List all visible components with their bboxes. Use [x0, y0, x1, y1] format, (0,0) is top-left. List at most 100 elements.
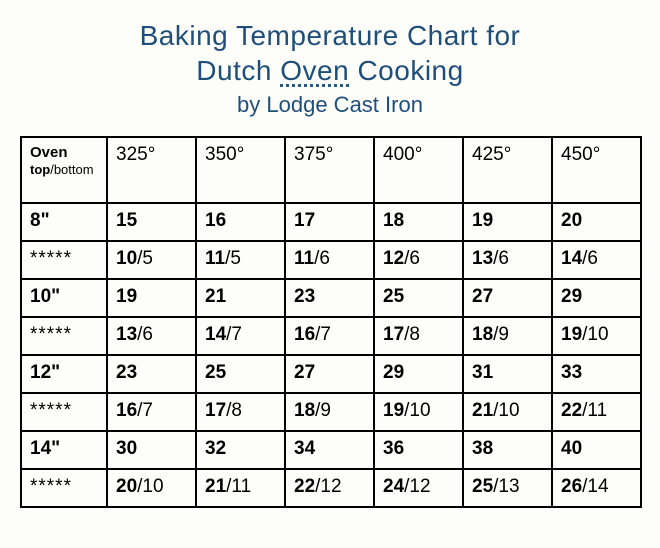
cell-bold: 16 — [205, 210, 226, 231]
cell-bold: 21 — [205, 476, 226, 497]
row-label-size: 10" — [21, 279, 107, 317]
cell-bold: 27 — [294, 362, 315, 383]
cell-normal: /6 — [582, 248, 598, 269]
data-cell: 36 — [374, 431, 463, 469]
cell-bold: 17 — [294, 210, 315, 231]
header-bottom-label: /bottom — [50, 162, 93, 177]
data-cell: 17 — [285, 203, 374, 241]
title-line-2: Dutch Oven Cooking — [0, 53, 660, 88]
header-topbottom: top/bottom — [30, 162, 94, 177]
cell-bold: 38 — [472, 438, 493, 459]
data-cell: 23 — [107, 355, 196, 393]
cell-bold: 19 — [383, 400, 404, 421]
cell-normal: /14 — [582, 476, 608, 497]
cell-normal: /7 — [137, 400, 153, 421]
data-cell: 27 — [285, 355, 374, 393]
data-cell: 21 — [196, 279, 285, 317]
table-row: 12"232527293133 — [21, 355, 641, 393]
cell-normal: /8 — [226, 400, 242, 421]
header-cell-temp: 425° — [463, 137, 552, 203]
data-cell: 11/6 — [285, 241, 374, 279]
cell-bold: 23 — [116, 362, 137, 383]
cell-normal: /6 — [314, 248, 330, 269]
title-text: for — [486, 20, 520, 51]
cell-normal: /10 — [137, 476, 163, 497]
cell-normal: /9 — [493, 324, 509, 345]
cell-bold: 22 — [294, 476, 315, 497]
header-cell-temp: 325° — [107, 137, 196, 203]
data-cell: 31 — [463, 355, 552, 393]
row-label-size: 14" — [21, 431, 107, 469]
cell-normal: /6 — [404, 248, 420, 269]
data-cell: 24/12 — [374, 469, 463, 507]
cell-normal: /10 — [404, 400, 430, 421]
data-cell: 18/9 — [285, 393, 374, 431]
data-cell: 21/11 — [196, 469, 285, 507]
cell-normal: /11 — [582, 400, 607, 421]
data-cell: 16/7 — [107, 393, 196, 431]
cell-bold: 11 — [294, 248, 314, 269]
cell-bold: 20 — [561, 210, 582, 231]
cell-normal: /11 — [226, 476, 251, 497]
data-cell: 17/8 — [374, 317, 463, 355]
table-wrap: Oven top/bottom 325° 350° 375° 400° 425°… — [20, 136, 640, 508]
cell-bold: 17 — [383, 324, 404, 345]
cell-bold: 30 — [116, 438, 137, 459]
data-cell: 18/9 — [463, 317, 552, 355]
data-cell: 30 — [107, 431, 196, 469]
data-cell: 11/5 — [196, 241, 285, 279]
cell-bold: 40 — [561, 438, 582, 459]
cell-bold: 21 — [472, 400, 493, 421]
data-cell: 15 — [107, 203, 196, 241]
table-row: 14"303234363840 — [21, 431, 641, 469]
cell-bold: 21 — [205, 286, 226, 307]
data-cell: 22/12 — [285, 469, 374, 507]
cell-normal: /5 — [225, 248, 241, 269]
title-line-1: Baking Temperature Chart for — [0, 18, 660, 53]
data-cell: 23 — [285, 279, 374, 317]
cell-bold: 33 — [561, 362, 582, 383]
cell-bold: 13 — [472, 248, 493, 269]
data-cell: 10/5 — [107, 241, 196, 279]
data-cell: 27 — [463, 279, 552, 317]
cell-normal: /7 — [226, 324, 242, 345]
cell-bold: 14 — [205, 324, 226, 345]
cell-bold: 14 — [561, 248, 582, 269]
row-label-stars: ***** — [21, 241, 107, 279]
data-cell: 25/13 — [463, 469, 552, 507]
data-cell: 19/10 — [374, 393, 463, 431]
cell-bold: 17 — [205, 400, 226, 421]
table-row: *****20/1021/1122/1224/1225/1326/14 — [21, 469, 641, 507]
cell-bold: 19 — [116, 286, 137, 307]
page-root: Baking Temperature Chart for Dutch Oven … — [0, 0, 660, 548]
data-cell: 22/11 — [552, 393, 641, 431]
row-label-stars: ***** — [21, 469, 107, 507]
title-text: Cooking — [349, 55, 464, 86]
cell-normal: /10 — [493, 400, 519, 421]
cell-normal: /7 — [315, 324, 331, 345]
data-cell: 13/6 — [107, 317, 196, 355]
table-body: 8"151617181920*****10/511/511/612/613/61… — [21, 203, 641, 507]
cell-bold: 29 — [383, 362, 404, 383]
header-oven-label: Oven — [30, 144, 98, 162]
cell-bold: 16 — [116, 400, 137, 421]
data-cell: 21/10 — [463, 393, 552, 431]
row-label-stars: ***** — [21, 317, 107, 355]
data-cell: 40 — [552, 431, 641, 469]
cell-bold: 18 — [383, 210, 404, 231]
cell-bold: 24 — [383, 476, 404, 497]
data-cell: 16 — [196, 203, 285, 241]
title-text-underlined: Oven — [280, 55, 349, 86]
header-cell-temp: 350° — [196, 137, 285, 203]
cell-bold: 25 — [383, 286, 404, 307]
table-row: *****16/717/818/919/1021/1022/11 — [21, 393, 641, 431]
cell-bold: 25 — [205, 362, 226, 383]
data-cell: 19 — [107, 279, 196, 317]
cell-bold: 29 — [561, 286, 582, 307]
cell-normal: /12 — [315, 476, 341, 497]
cell-normal: /13 — [493, 476, 519, 497]
cell-bold: 34 — [294, 438, 315, 459]
row-label-size: 8" — [21, 203, 107, 241]
data-cell: 17/8 — [196, 393, 285, 431]
data-cell: 26/14 — [552, 469, 641, 507]
